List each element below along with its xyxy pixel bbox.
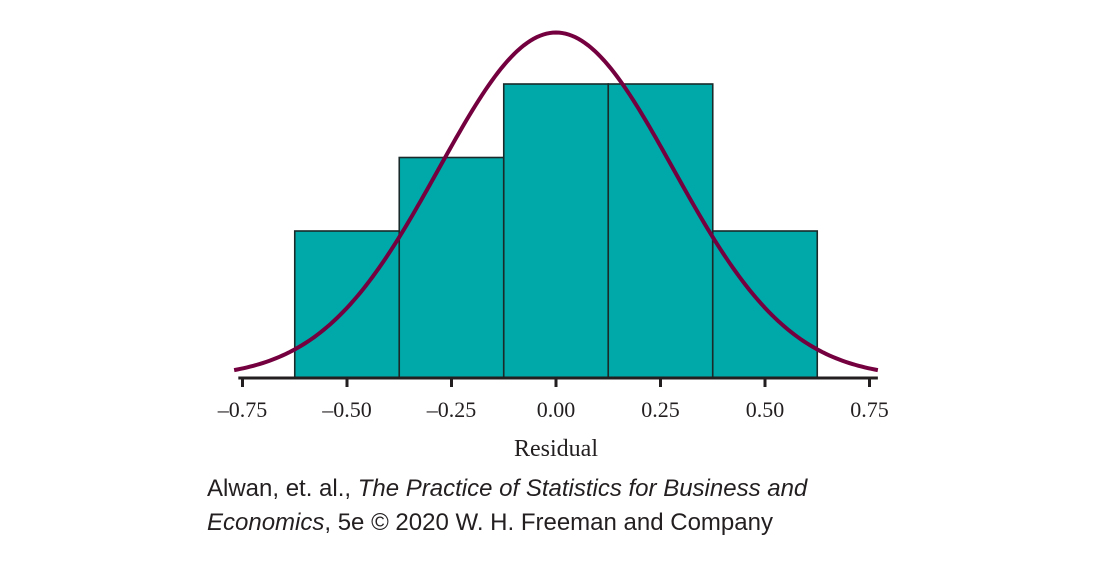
x-tick-label: 0.25: [641, 397, 680, 422]
histogram-bar-4: [607, 83, 714, 379]
caption-book-title-1: The Practice of Statistics for Business …: [357, 475, 808, 502]
x-axis-label: Residual: [514, 436, 598, 462]
histogram-bar-3: [502, 83, 610, 379]
source-caption: Alwan, et. al., The Practice of Statisti…: [207, 472, 1087, 540]
x-axis: –0.75 –0.50 –0.25 0.00 0.25 0.50 0.75: [217, 376, 889, 422]
x-tick-label: 0.50: [746, 397, 785, 422]
x-tick-label: 0.75: [850, 397, 889, 422]
normal-curve: [233, 30, 879, 373]
caption-book-title-2: Economics: [207, 509, 325, 536]
histogram-bar-5: [711, 230, 819, 379]
caption-edition-rights: , 5e © 2020 W. H. Freeman and Company: [324, 509, 773, 536]
x-tick-label: 0.00: [537, 397, 576, 422]
caption-authors: Alwan, et. al.,: [207, 475, 358, 502]
x-tick-label: –0.50: [321, 397, 372, 422]
histogram-bar-2: [398, 156, 505, 379]
x-tick-label: –0.25: [426, 397, 477, 422]
histogram-bars: [293, 83, 819, 379]
histogram-bar-1: [293, 230, 401, 379]
x-tick-label: –0.75: [217, 397, 268, 422]
